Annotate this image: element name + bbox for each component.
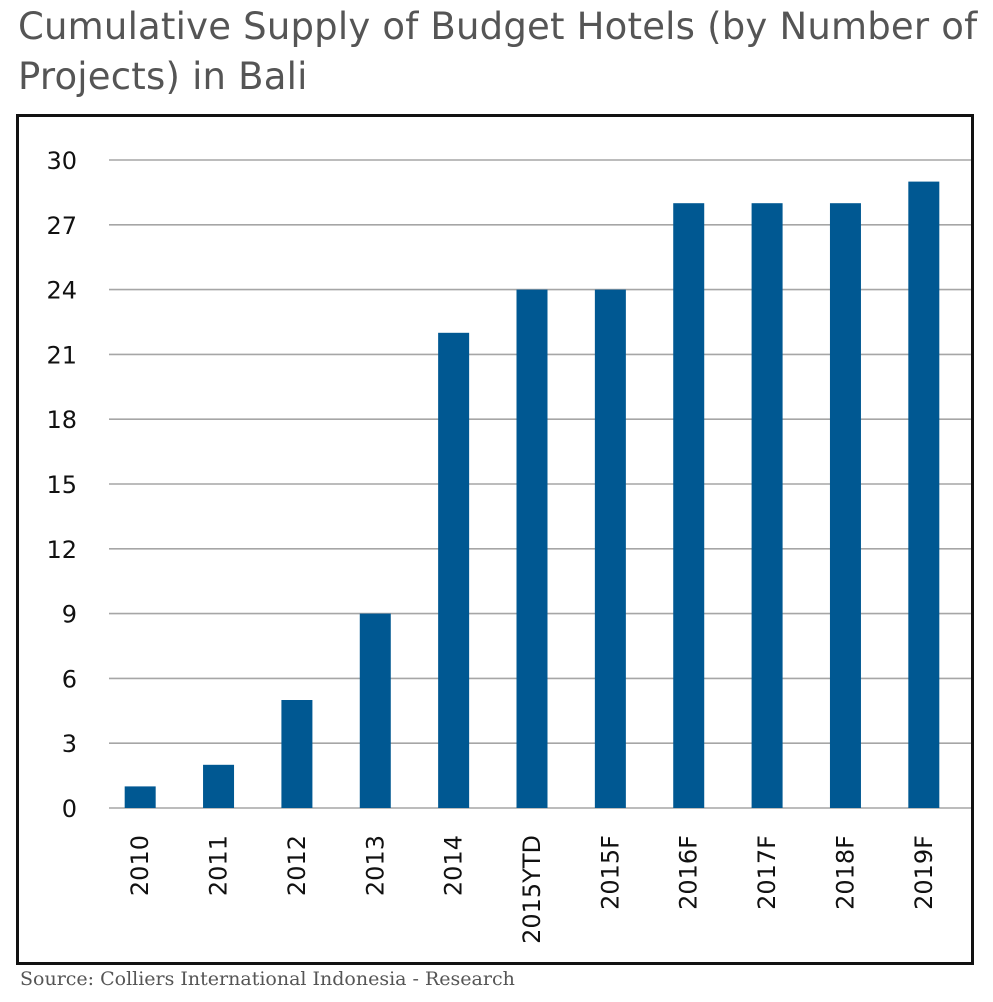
y-tick-label: 30 <box>46 147 77 175</box>
x-axis-ticks: 2010 2011 2012 2013 2014 2015YTD 2015F 2016F 201… <box>126 835 938 944</box>
chart-title: Cumulative Supply of Budget Hotels (by N… <box>18 5 978 98</box>
bar-2015ytd <box>516 289 548 809</box>
bar-2019f <box>908 181 940 809</box>
x-tick-label: 2012 <box>283 835 311 896</box>
bar-2017f <box>751 203 783 808</box>
x-tick-label: 2010 <box>126 835 154 896</box>
y-tick-label: 21 <box>46 341 77 369</box>
x-tick-label: 2015F <box>596 835 624 910</box>
bar-2012 <box>281 700 313 808</box>
y-tick-label: 0 <box>62 795 77 823</box>
y-tick-label: 12 <box>46 536 77 564</box>
y-axis-ticks: 0 3 6 9 12 15 18 21 24 27 30 <box>46 147 77 823</box>
source-note: Source: Colliers International Indonesia… <box>20 968 515 990</box>
x-tick-label: 2013 <box>361 835 389 896</box>
x-tick-label: 2018F <box>831 835 859 910</box>
bar-2016f <box>673 203 705 808</box>
bar-2011 <box>203 764 235 808</box>
bars <box>124 181 940 809</box>
bar-2010 <box>124 786 156 808</box>
bar-2013 <box>359 613 391 808</box>
y-tick-label: 24 <box>46 277 77 305</box>
y-tick-label: 9 <box>62 601 77 629</box>
chart-frame: 0 3 6 9 12 15 18 21 24 27 30 2010 2011 2012 2013 2014 2… <box>16 114 974 965</box>
bar-2014 <box>438 332 470 808</box>
y-tick-label: 6 <box>62 665 77 693</box>
x-tick-label: 2011 <box>205 835 233 896</box>
bar-2015f <box>594 289 626 809</box>
y-tick-label: 18 <box>46 406 77 434</box>
x-tick-label: 2019F <box>910 835 938 910</box>
x-tick-label: 2017F <box>753 835 781 910</box>
y-tick-label: 15 <box>46 471 77 499</box>
bar-2018f <box>829 203 861 808</box>
x-tick-label: 2014 <box>440 835 468 896</box>
x-tick-label: 2015YTD <box>518 835 546 944</box>
y-tick-label: 27 <box>46 212 77 240</box>
x-tick-label: 2016F <box>675 835 703 910</box>
y-tick-label: 3 <box>62 730 77 758</box>
